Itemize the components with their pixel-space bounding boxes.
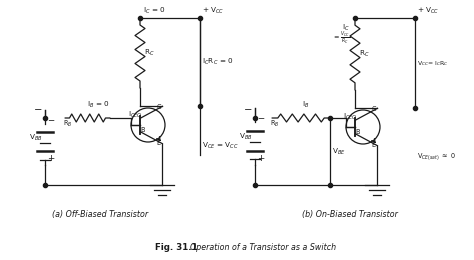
Text: C: C (372, 106, 376, 112)
Text: +: + (47, 154, 54, 163)
Text: R$_C$: R$_C$ (359, 49, 370, 59)
Text: −: − (257, 113, 264, 122)
Text: R$_B$: R$_B$ (270, 119, 279, 129)
Text: C: C (156, 104, 161, 110)
Text: +: + (257, 154, 264, 163)
Text: Operation of a Transistor as a Switch: Operation of a Transistor as a Switch (185, 244, 336, 252)
Text: E: E (372, 142, 375, 148)
Text: I$_B$: I$_B$ (302, 100, 310, 110)
Text: I$_C$ = 0: I$_C$ = 0 (143, 6, 166, 16)
Text: −: − (244, 105, 252, 115)
Text: V$_{CE}$ = V$_{CC}$: V$_{CE}$ = V$_{CC}$ (202, 141, 239, 151)
Text: E: E (156, 140, 161, 146)
Text: R$_B$: R$_B$ (63, 119, 73, 129)
Text: V$_{CE(sat)}$ $\approx$ 0: V$_{CE(sat)}$ $\approx$ 0 (417, 151, 456, 162)
Text: V$_{BB}$: V$_{BB}$ (239, 131, 253, 142)
Text: V$_{BE}$: V$_{BE}$ (332, 146, 346, 157)
Text: B: B (141, 127, 145, 133)
Text: + V$_{CC}$: + V$_{CC}$ (417, 6, 439, 16)
Text: −: − (47, 115, 54, 124)
Text: V$_{CC}$= I$_C$R$_C$: V$_{CC}$= I$_C$R$_C$ (417, 59, 449, 68)
Text: I$_{CEO}$: I$_{CEO}$ (343, 111, 358, 121)
Text: I$_C$: I$_C$ (342, 23, 350, 33)
Text: + V$_{CC}$: + V$_{CC}$ (202, 6, 224, 16)
Text: R$_C$: R$_C$ (144, 48, 155, 58)
Text: I$_{CEO}$: I$_{CEO}$ (128, 109, 143, 120)
Text: (b) On-Biased Transistor: (b) On-Biased Transistor (302, 210, 398, 219)
Text: −: − (34, 105, 42, 115)
Text: V$_{BB}$: V$_{BB}$ (29, 132, 43, 142)
Text: (a) Off-Biased Transistor: (a) Off-Biased Transistor (52, 210, 148, 219)
Text: I$_C$R$_C$ = 0: I$_C$R$_C$ = 0 (202, 57, 234, 67)
Text: = $\frac{V_{CC}}{R_C}$: = $\frac{V_{CC}}{R_C}$ (333, 30, 350, 46)
Text: I$_B$ = 0: I$_B$ = 0 (87, 100, 109, 110)
Text: B: B (356, 129, 360, 135)
Text: Fig. 31.1: Fig. 31.1 (155, 244, 198, 252)
